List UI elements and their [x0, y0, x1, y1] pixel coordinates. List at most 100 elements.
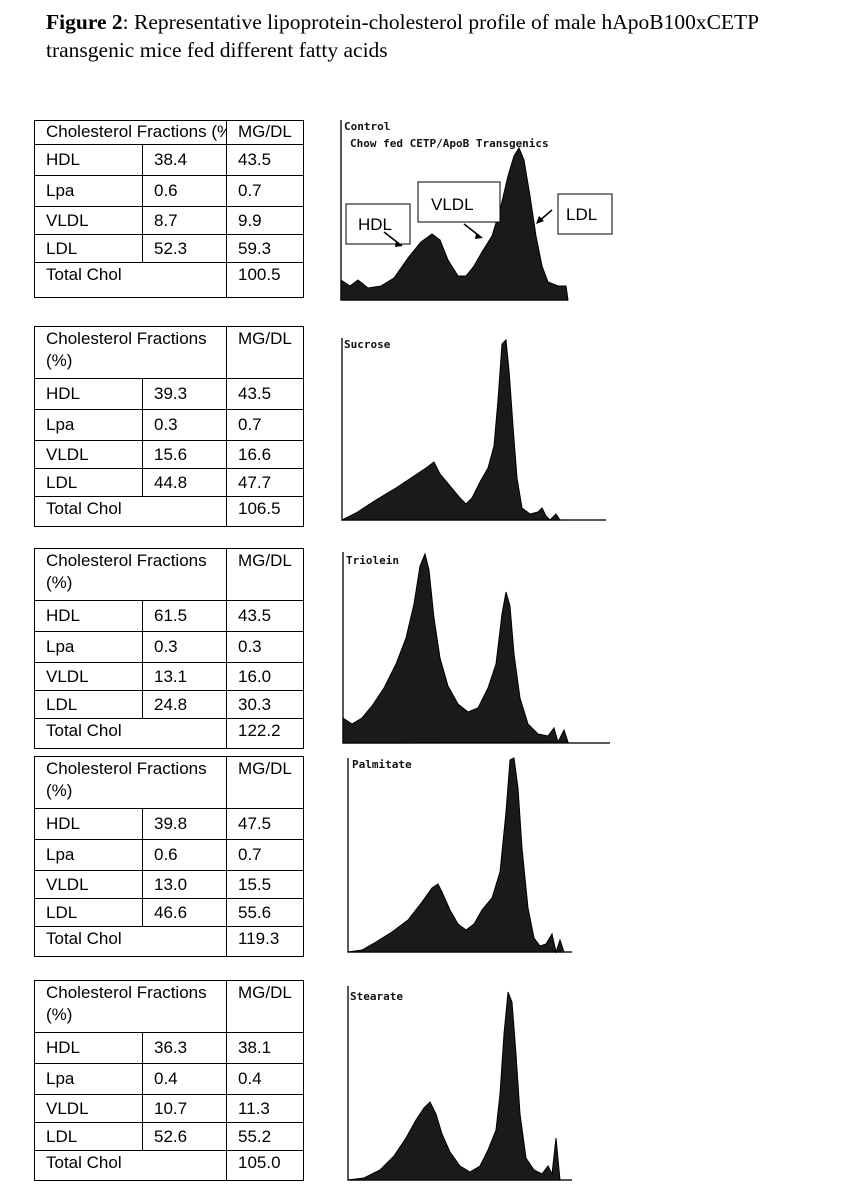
row-percent: 13.0: [142, 870, 227, 899]
row-mgdl: 47.5: [226, 808, 304, 840]
annotation-box-hdl: [345, 203, 411, 245]
axis-palmitate: [347, 758, 572, 953]
row-label: Lpa: [34, 839, 143, 871]
row-label: Lpa: [34, 175, 143, 207]
row-mgdl: 0.3: [226, 631, 304, 663]
row-percent: 39.3: [142, 378, 227, 410]
row-percent: 10.7: [142, 1094, 227, 1123]
row-hdl: HDL 38.4 43.5: [34, 144, 304, 176]
total-mgdl: 119.3: [226, 926, 304, 957]
profile-trace-triolein: [342, 552, 569, 744]
row-mgdl: 16.6: [226, 440, 304, 469]
table-sucrose: Cholesterol Fractions (%) MG/DL HDL 39.3 4…: [34, 326, 304, 527]
row-mgdl: 47.7: [226, 468, 304, 497]
total-mgdl: 106.5: [226, 496, 304, 527]
row-percent: 13.1: [142, 662, 227, 691]
profile-trace-sucrose: [341, 338, 561, 521]
chromatogram-palmitate: Palmitate: [347, 757, 572, 954]
row-percent: 0.6: [142, 175, 227, 207]
row-percent: 24.8: [142, 690, 227, 719]
row-mgdl: 30.3: [226, 690, 304, 719]
row-mgdl: 43.5: [226, 378, 304, 410]
row-percent: 0.4: [142, 1063, 227, 1095]
header-fractions: Cholesterol Fractions (%): [34, 548, 227, 601]
row-label: HDL: [34, 378, 143, 410]
header-units: MG/DL: [226, 120, 304, 145]
row-percent: 8.7: [142, 206, 227, 235]
profile-trace-palmitate: [347, 757, 565, 954]
annotation-vldl: VLDL: [431, 195, 474, 214]
chromatogram-stearate: Stearate: [347, 986, 572, 1181]
table-triolein: Cholesterol Fractions (%) MG/DL HDL 61.5 4…: [34, 548, 304, 749]
header-fractions: Cholesterol Fractions (%): [34, 120, 227, 145]
row-label: LDL: [34, 1122, 143, 1151]
profile-trace-control: [340, 146, 569, 301]
total-label: Total Chol: [34, 496, 227, 527]
row-mgdl: 9.9: [226, 206, 304, 235]
row-hdl: HDL 39.8 47.5: [34, 808, 304, 840]
row-lpa: Lpa 0.4 0.4: [34, 1063, 304, 1095]
profile-title: Sucrose: [344, 338, 391, 351]
row-percent: 52.3: [142, 234, 227, 263]
row-ldl: LDL 44.8 47.7: [34, 468, 304, 497]
row-percent: 0.6: [142, 839, 227, 871]
row-label: VLDL: [34, 1094, 143, 1123]
header-units: MG/DL: [226, 756, 304, 809]
table-palmitate: Cholesterol Fractions (%) MG/DL HDL 39.8 4…: [34, 756, 304, 957]
row-label: HDL: [34, 808, 143, 840]
arrowhead-hdl: [395, 241, 402, 247]
row-percent: 52.6: [142, 1122, 227, 1151]
row-ldl: LDL 52.3 59.3: [34, 234, 304, 263]
row-label: HDL: [34, 144, 143, 176]
annotation-hdl: HDL: [358, 215, 392, 234]
total-label: Total Chol: [34, 262, 227, 298]
header-fractions: Cholesterol Fractions (%): [34, 326, 227, 379]
row-percent: 36.3: [142, 1032, 227, 1064]
arrowhead-vldl: [475, 233, 482, 239]
row-percent: 61.5: [142, 600, 227, 632]
axis-stearate: [347, 986, 572, 1181]
total-mgdl: 105.0: [226, 1150, 304, 1181]
row-mgdl: 0.7: [226, 175, 304, 207]
row-mgdl: 43.5: [226, 600, 304, 632]
row-lpa: Lpa 0.3 0.3: [34, 631, 304, 663]
row-total: Total Chol 122.2: [34, 718, 304, 749]
row-label: VLDL: [34, 870, 143, 899]
row-lpa: Lpa 0.6 0.7: [34, 839, 304, 871]
row-mgdl: 11.3: [226, 1094, 304, 1123]
figure-label: Figure 2: [46, 10, 123, 34]
profile-trace-stearate: [347, 991, 561, 1181]
row-label: VLDL: [34, 206, 143, 235]
chromatogram-sucrose: Sucrose: [341, 338, 606, 521]
total-label: Total Chol: [34, 1150, 227, 1181]
row-hdl: HDL 61.5 43.5: [34, 600, 304, 632]
row-mgdl: 0.7: [226, 839, 304, 871]
axis-sucrose: [341, 338, 606, 521]
total-label: Total Chol: [34, 926, 227, 957]
row-percent: 0.3: [142, 409, 227, 441]
row-vldl: VLDL 10.7 11.3: [34, 1094, 304, 1123]
row-mgdl: 59.3: [226, 234, 304, 263]
header-units: MG/DL: [226, 548, 304, 601]
row-label: HDL: [34, 1032, 143, 1064]
header-fractions: Cholesterol Fractions (%): [34, 756, 227, 809]
row-mgdl: 15.5: [226, 870, 304, 899]
row-label: HDL: [34, 600, 143, 632]
annotation-box-vldl: [417, 181, 501, 223]
row-percent: 46.6: [142, 898, 227, 927]
total-mgdl: 100.5: [226, 262, 304, 298]
row-mgdl: 16.0: [226, 662, 304, 691]
row-label: LDL: [34, 690, 143, 719]
profile-subtitle: Chow fed CETP/ApoB Transgenics: [350, 137, 549, 150]
table-control: Cholesterol Fractions (%) MG/DL HDL 38.4 4…: [34, 120, 304, 298]
row-vldl: VLDL 15.6 16.6: [34, 440, 304, 469]
row-total: Total Chol 106.5: [34, 496, 304, 527]
row-ldl: LDL 24.8 30.3: [34, 690, 304, 719]
row-label: LDL: [34, 468, 143, 497]
chromatogram-triolein: Triolein: [342, 552, 610, 744]
row-mgdl: 55.6: [226, 898, 304, 927]
header-fractions: Cholesterol Fractions (%): [34, 980, 227, 1033]
row-percent: 0.3: [142, 631, 227, 663]
row-label: VLDL: [34, 440, 143, 469]
row-total: Total Chol 100.5: [34, 262, 304, 298]
